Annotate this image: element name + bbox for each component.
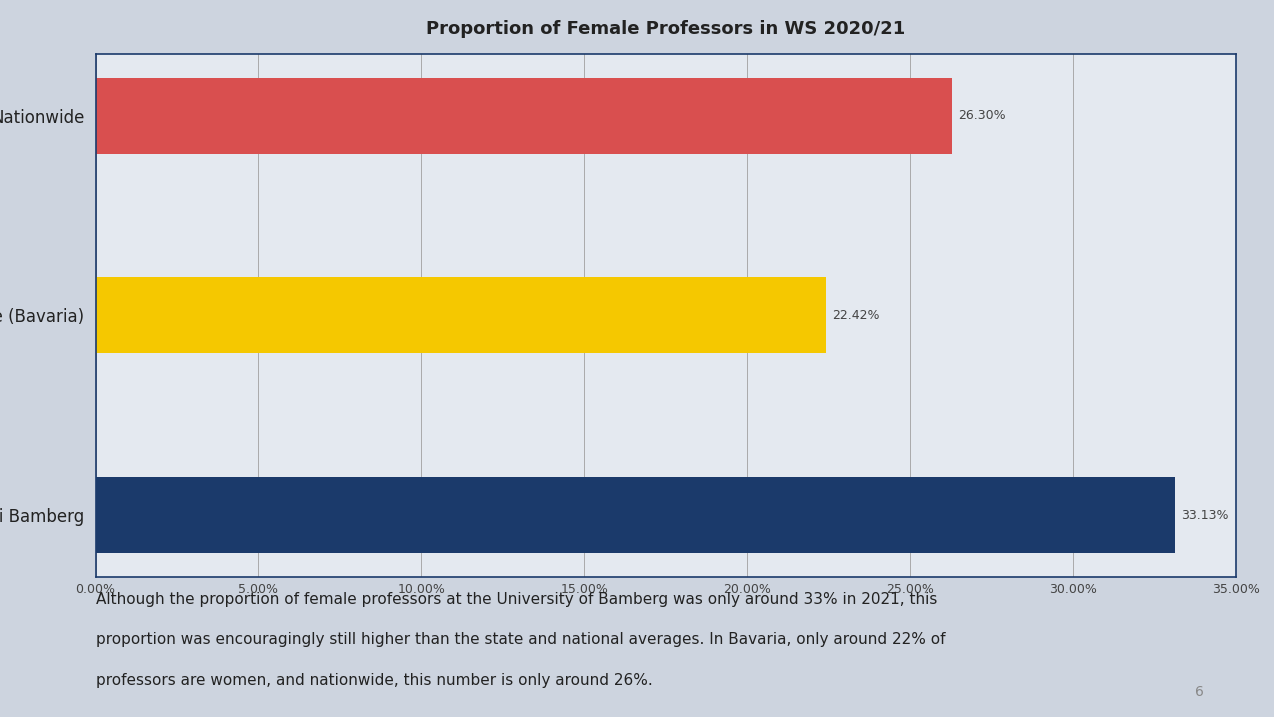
Text: 6: 6: [1195, 685, 1204, 699]
Bar: [96, 77, 953, 153]
Text: 26.30%: 26.30%: [958, 109, 1006, 122]
Text: Although the proportion of female professors at the University of Bamberg was on: Although the proportion of female profes…: [96, 592, 936, 607]
Bar: [96, 478, 1175, 554]
Bar: [96, 277, 826, 353]
Text: proportion was encouragingly still higher than the state and national averages. : proportion was encouragingly still highe…: [96, 632, 945, 647]
Title: Proportion of Female Professors in WS 2020/21: Proportion of Female Professors in WS 20…: [426, 20, 906, 38]
Text: professors are women, and nationwide, this number is only around 26%.: professors are women, and nationwide, th…: [96, 673, 652, 688]
Text: 22.42%: 22.42%: [832, 309, 879, 322]
Text: 33.13%: 33.13%: [1181, 509, 1228, 522]
